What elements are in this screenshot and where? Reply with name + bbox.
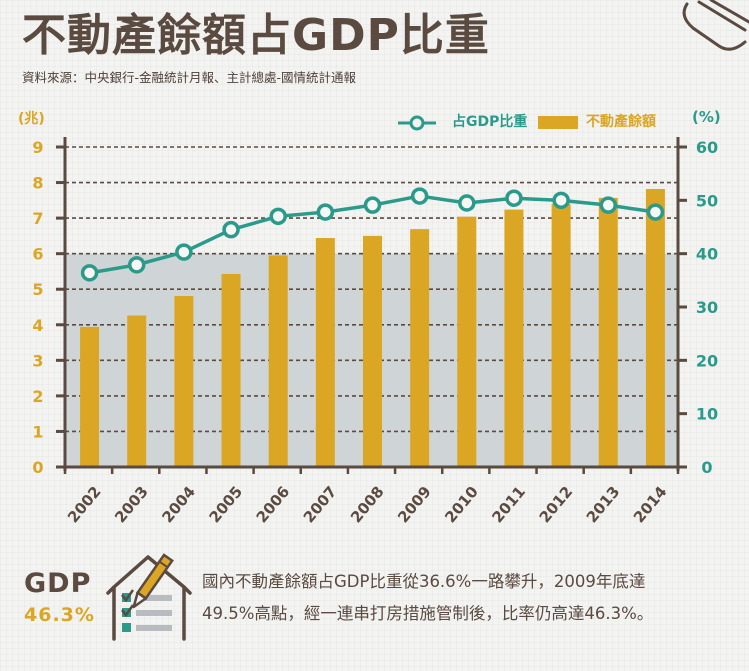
x-tick-label: 2013	[583, 483, 624, 527]
bar-2011	[504, 209, 524, 468]
x-tick-label: 2007	[300, 483, 341, 527]
point-2008	[363, 196, 382, 214]
legend-bar-swatch	[538, 116, 578, 129]
right-tick-label: 0	[701, 458, 712, 477]
gdp-label: GDP	[24, 568, 92, 599]
point-2007	[316, 203, 335, 221]
x-tick-label: 2005	[206, 483, 247, 527]
x-tick-label: 2002	[64, 483, 105, 527]
bar-2012	[551, 203, 571, 467]
right-tick-label: 60	[696, 138, 718, 157]
summary-text: 國內不動產餘額占GDP比重從36.6%一路攀升，2009年底達 49.5%高點，…	[202, 566, 742, 630]
bar-2014	[645, 188, 665, 467]
left-tick-label: 3	[32, 351, 43, 370]
right-tick-label: 20	[696, 351, 718, 370]
decorative-tag-icon	[682, 0, 749, 51]
left-tick-label: 4	[32, 316, 43, 335]
left-tick-label: 9	[32, 138, 43, 157]
right-tick-label: 30	[696, 298, 718, 317]
x-tick-label: 2004	[158, 483, 199, 527]
left-tick-label: 6	[32, 245, 43, 264]
bar-2003	[127, 315, 147, 467]
point-2003	[127, 256, 146, 274]
x-tick-label: 2009	[394, 483, 435, 527]
left-tick-label: 7	[32, 209, 43, 228]
left-tick-label: 8	[32, 174, 43, 193]
legend-bar-label: 不動產餘額	[586, 114, 656, 130]
point-2012	[552, 191, 570, 210]
bar-2005	[221, 273, 241, 467]
legend-line-label: 占GDP比重	[452, 114, 528, 130]
left-axis-unit: (兆)	[18, 111, 45, 127]
bar-2006	[268, 255, 288, 467]
x-tick-label: 2011	[488, 483, 529, 527]
data-source: 資料來源：中央銀行-金融統計月報、主計總處-國情統計通報	[22, 70, 357, 85]
x-tick-label: 2014	[630, 483, 671, 527]
gdp-value: 46.3%	[24, 604, 95, 626]
point-2009	[410, 187, 429, 205]
point-2002	[80, 264, 99, 282]
bar-2009	[410, 229, 430, 467]
point-2011	[505, 189, 523, 207]
legend-line-marker-icon	[398, 115, 436, 131]
point-2006	[269, 207, 287, 226]
x-tick-label: 2006	[253, 483, 294, 527]
left-tick-label: 1	[32, 422, 43, 441]
point-2004	[175, 243, 193, 261]
point-2010	[458, 194, 476, 212]
right-axis-unit: (%)	[692, 108, 721, 126]
summary-line-2: 49.5%高點，經一連串打房措施管制後，比率仍高達46.3%。	[202, 604, 654, 623]
right-tick-label: 40	[696, 245, 718, 264]
point-2005	[222, 220, 240, 239]
left-tick-label: 0	[32, 458, 43, 477]
x-tick-label: 2010	[441, 483, 482, 527]
left-tick-label: 5	[32, 280, 43, 299]
bar-2008	[363, 235, 382, 467]
bar-2013	[598, 197, 618, 467]
house-checklist-icon	[106, 553, 192, 641]
bar-2004	[174, 295, 194, 467]
left-tick-label: 2	[32, 387, 43, 406]
bar-2007	[315, 238, 335, 467]
point-2013	[599, 196, 618, 214]
x-tick-label: 2012	[536, 483, 577, 527]
page-title: 不動產餘額占GDP比重	[22, 10, 490, 61]
bar-2002	[80, 326, 100, 467]
right-tick-label: 50	[696, 191, 718, 210]
x-tick-label: 2003	[111, 483, 152, 527]
summary-line-1: 國內不動產餘額占GDP比重從36.6%一路攀升，2009年底達	[202, 572, 646, 591]
point-2014	[646, 203, 665, 221]
x-tick-label: 2008	[347, 483, 388, 527]
right-tick-label: 10	[696, 405, 718, 424]
bar-2010	[457, 216, 477, 467]
